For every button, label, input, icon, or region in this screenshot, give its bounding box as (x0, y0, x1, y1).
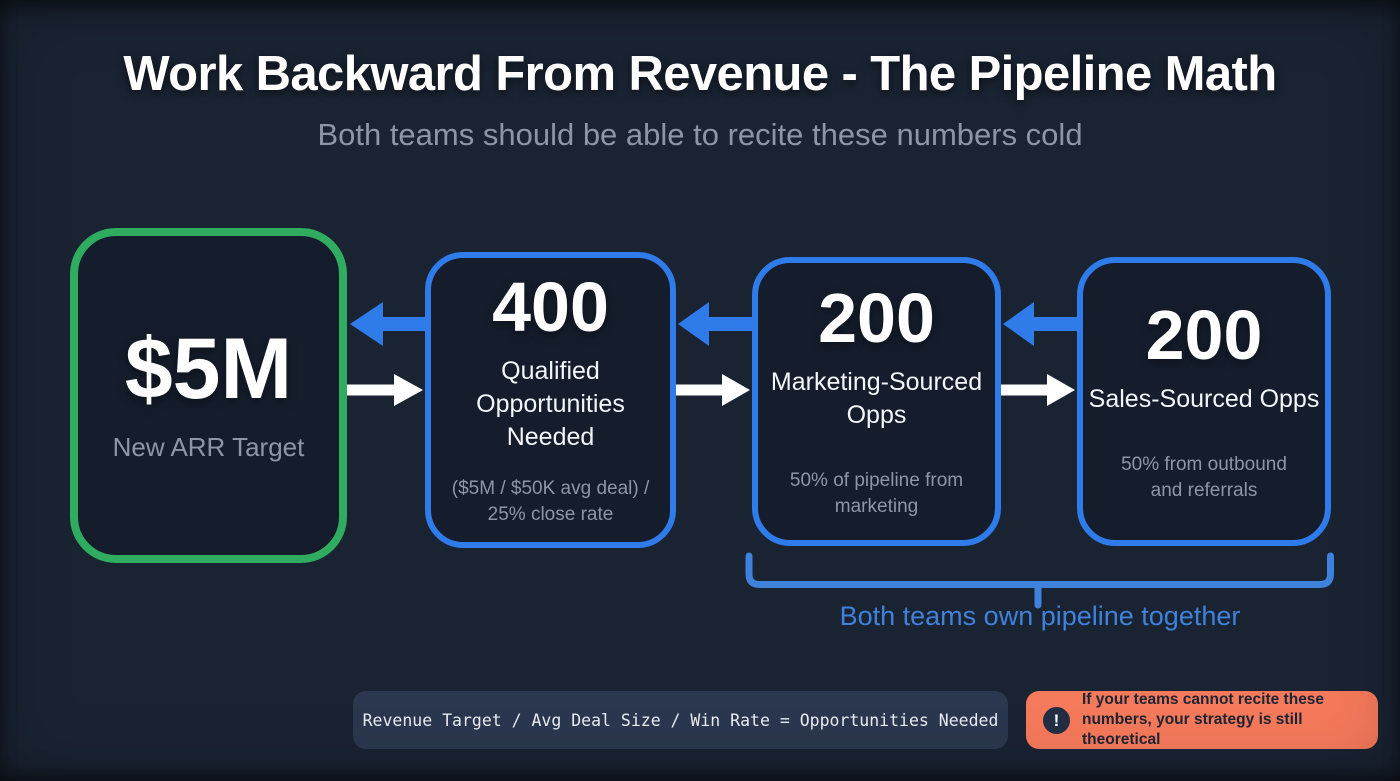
arrow-left-icon (350, 302, 427, 346)
marketing-sourced-note: 50% of pipeline from marketing (789, 470, 964, 517)
marketing-sourced-label: Marketing-Sourced Opps (770, 368, 983, 430)
qualified-opps-box: 400 Qualified Opportunities Needed ($5M … (425, 252, 676, 548)
arrow-right-icon (674, 374, 750, 406)
sales-sourced-note: 50% from outbound and referrals (1121, 453, 1287, 501)
alert-exclamation-icon: ! (1043, 706, 1070, 734)
qualified-opps-value: 400 (492, 268, 609, 347)
arrow-left-icon (1003, 302, 1079, 346)
warning-callout: ! If your teams cannot recite these numb… (1026, 691, 1378, 749)
formula-text: Revenue Target / Avg Deal Size / Win Rat… (362, 710, 999, 730)
sales-sourced-value: 200 (1145, 295, 1263, 374)
qualified-opps-note: ($5M / $50K avg deal) / 25% close rate (451, 478, 650, 525)
qualified-opps-label: Qualified Opportunities Needed (476, 357, 625, 452)
arrow-left-icon (678, 302, 754, 346)
brace-icon (745, 552, 1334, 609)
marketing-sourced-value: 200 (818, 279, 935, 358)
arrow-right-icon (999, 374, 1075, 406)
warning-callout-text: If your teams cannot recite these number… (1082, 691, 1325, 748)
arrow-right-icon (345, 374, 423, 406)
sales-sourced-box: 200 Sales-Sourced Opps 50% from outbound… (1077, 257, 1331, 546)
page-title: Work Backward From Revenue - The Pipelin… (123, 47, 1277, 101)
marketing-sourced-box: 200 Marketing-Sourced Opps 50% of pipeli… (752, 257, 1001, 546)
sales-sourced-label: Sales-Sourced Opps (1088, 384, 1320, 413)
arr-target-label: New ARR Target (112, 432, 305, 463)
page-subtitle: Both teams should be able to recite thes… (317, 117, 1083, 152)
arr-target-box: $5M New ARR Target (70, 228, 347, 563)
formula-bar: Revenue Target / Avg Deal Size / Win Rat… (353, 691, 1008, 749)
arr-target-value: $5M (124, 321, 293, 418)
